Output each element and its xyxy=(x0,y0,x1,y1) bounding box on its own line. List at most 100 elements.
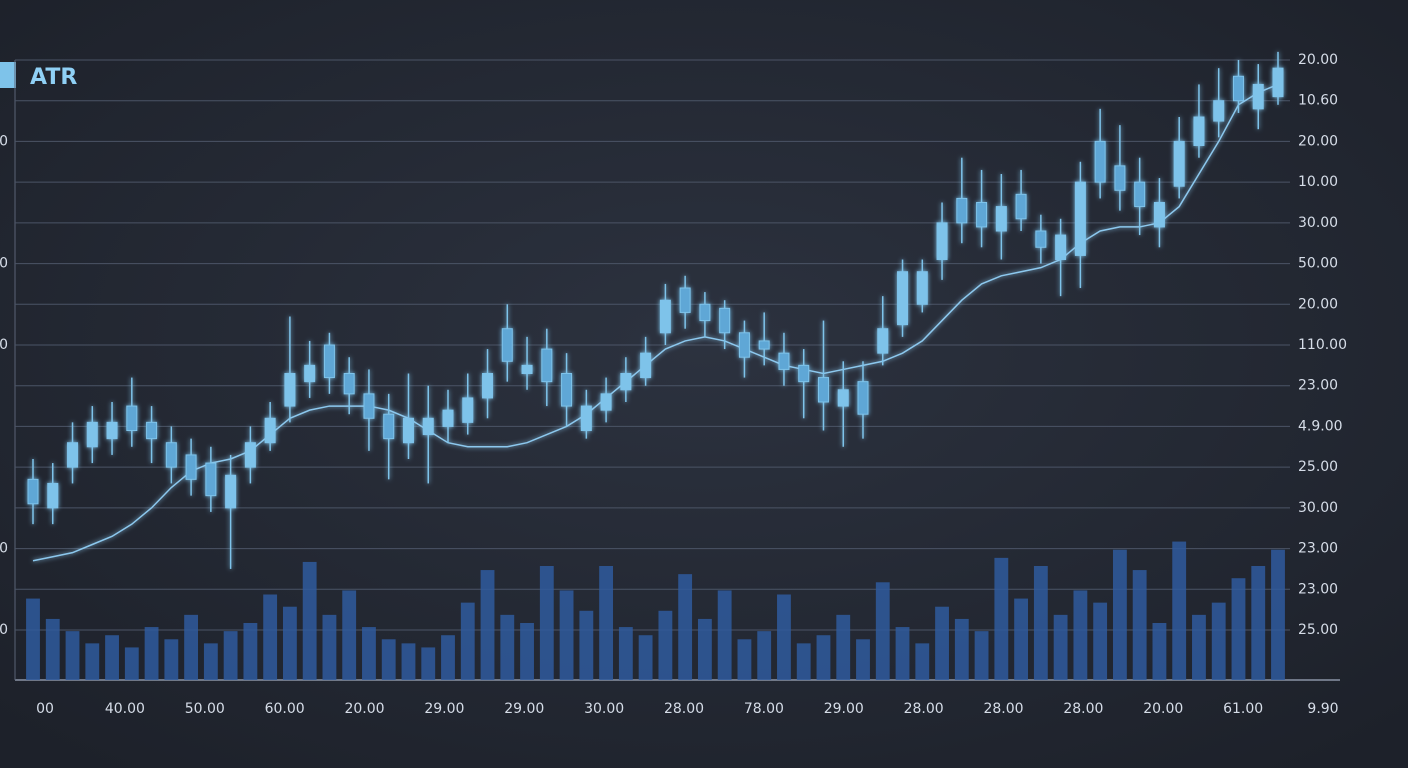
y-tick-label: 10.60 xyxy=(1298,93,1338,109)
x-tick-label: 28.00 xyxy=(904,701,944,717)
volume-bar xyxy=(421,647,436,680)
candle-body xyxy=(817,377,829,403)
volume-bar xyxy=(757,631,772,680)
candle-body xyxy=(383,413,395,440)
volume-bar xyxy=(1033,566,1048,680)
x-tick-label: 30.00 xyxy=(584,701,624,717)
volume-bar xyxy=(460,602,475,680)
x-tick-label: 40.00 xyxy=(105,701,145,717)
y-tick-label: 23.00 xyxy=(1298,581,1338,597)
candle-body xyxy=(343,373,355,395)
volume-bar xyxy=(362,627,376,680)
candle-body xyxy=(323,344,335,379)
volume-bar xyxy=(777,594,791,680)
title-marker xyxy=(0,62,16,88)
candle-body xyxy=(600,393,612,411)
candle-body xyxy=(857,381,869,415)
volume-bar xyxy=(678,574,693,680)
candle-body xyxy=(837,389,849,407)
volume-bar xyxy=(1251,566,1266,680)
x-tick-label: 00 xyxy=(36,701,54,717)
x-tick-label: 29.00 xyxy=(424,701,464,717)
volume-bar xyxy=(579,610,594,680)
volume-bar xyxy=(1231,578,1246,680)
volume-bar xyxy=(796,643,811,680)
candle-body xyxy=(244,442,256,468)
volume-bar xyxy=(717,590,732,680)
volume-bar xyxy=(302,561,317,680)
volume-bar xyxy=(1073,590,1088,680)
candle-body xyxy=(264,417,276,444)
y-tick-label-left: 0 xyxy=(0,133,8,149)
chart-title: ATR xyxy=(30,65,77,90)
volume-bar xyxy=(895,627,910,680)
x-tick-label: 20.00 xyxy=(1143,701,1183,717)
volume-bar xyxy=(45,618,60,680)
y-tick-label-left: 0 xyxy=(0,337,8,353)
volume-bar xyxy=(1132,570,1147,680)
candle-body xyxy=(778,352,790,370)
candle-body xyxy=(719,307,731,334)
candle-body xyxy=(679,287,691,313)
candle-body xyxy=(976,202,988,228)
volume-bar xyxy=(203,643,218,680)
candle-body xyxy=(185,454,197,480)
candle-body xyxy=(422,417,434,436)
x-tick-label: 20.00 xyxy=(344,701,384,717)
candle-body xyxy=(1193,116,1205,146)
candle-body xyxy=(1153,202,1165,228)
volume-bar xyxy=(520,623,534,680)
volume-bar xyxy=(539,566,554,680)
candle-body xyxy=(620,373,632,391)
volume-bar xyxy=(124,647,139,680)
candle-body xyxy=(1173,140,1185,187)
candle-body xyxy=(1114,165,1126,191)
y-tick-label: 20.00 xyxy=(1298,296,1338,312)
volume-bar xyxy=(223,631,238,680)
x-tick-label: 28.00 xyxy=(664,701,704,717)
volume-bar xyxy=(282,606,297,680)
candle-body xyxy=(561,373,573,407)
volume-bar xyxy=(1112,549,1127,680)
volume-bar xyxy=(638,635,653,680)
volume-bar xyxy=(401,643,416,680)
candle-body xyxy=(402,417,414,444)
volume-bar xyxy=(322,614,337,680)
y-tick-label: 10.00 xyxy=(1298,174,1338,190)
volume-bar xyxy=(856,639,870,680)
x-tick-label: 28.00 xyxy=(1063,701,1103,717)
candle-body xyxy=(67,442,79,468)
volume-bar xyxy=(816,635,831,680)
x-tick-label: 78.00 xyxy=(744,701,784,717)
candle-body xyxy=(1134,181,1146,208)
candle-body xyxy=(541,348,553,383)
candle-body xyxy=(501,328,513,362)
candle-body xyxy=(798,364,810,383)
volume-bar xyxy=(381,639,396,680)
candle-body xyxy=(640,352,652,379)
candle-body xyxy=(1272,67,1284,98)
volume-bar xyxy=(441,635,455,680)
volume-bar xyxy=(658,610,673,680)
volume xyxy=(26,541,1285,680)
volume-bar xyxy=(935,606,949,680)
candle-body xyxy=(580,405,592,432)
candle-body xyxy=(462,397,474,423)
volume-bar xyxy=(1152,623,1167,680)
volume-bar xyxy=(618,627,633,680)
volume-bar xyxy=(559,590,574,680)
volume-bar xyxy=(1093,602,1108,680)
y-tick-label: 110.00 xyxy=(1298,337,1347,353)
candle-body xyxy=(956,197,968,224)
volume-bar xyxy=(1211,602,1226,680)
x-tick-label: 61.00 xyxy=(1223,701,1263,717)
volume-bar xyxy=(737,639,752,680)
candle-body xyxy=(482,373,494,399)
candle-body xyxy=(1035,230,1047,248)
candle-body xyxy=(1015,193,1027,220)
labels: 20.00 10.60 20.00 10.00 30.00 50.00 20.00 110.0… xyxy=(0,52,1347,717)
volume-bar xyxy=(954,618,969,680)
candle-body xyxy=(1252,83,1264,110)
candle-body xyxy=(877,328,889,354)
volume-bar xyxy=(1172,541,1187,680)
